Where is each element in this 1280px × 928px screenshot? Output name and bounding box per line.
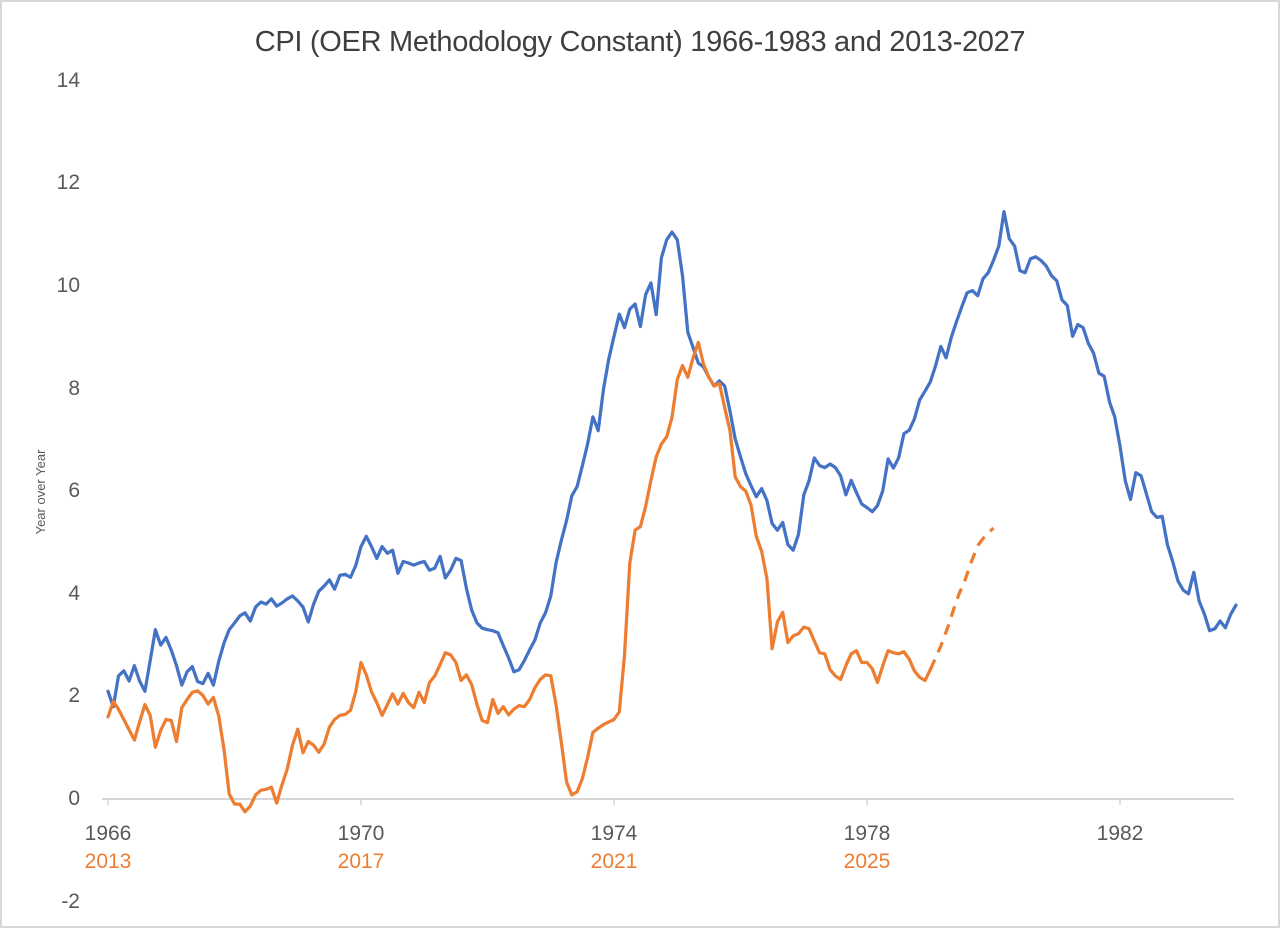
- y-axis-tick-label: -2: [61, 889, 80, 913]
- x-axis-tick-label-primary: 1974: [590, 822, 638, 845]
- y-axis-tick-label: 14: [56, 68, 80, 92]
- x-axis-tick-label-primary: 1970: [337, 822, 385, 845]
- x-axis-ticks: [107, 799, 1121, 805]
- x-axis-tick-label-secondary: 2025: [843, 850, 891, 873]
- y-axis-tick-label: 8: [68, 376, 80, 400]
- series-lines: [106, 209, 1238, 814]
- x-axis-tick-label-secondary: 2021: [590, 850, 638, 873]
- x-axis-tick-label-secondary: 2013: [84, 850, 132, 873]
- y-axis-tick-label: 6: [68, 479, 80, 503]
- series-line-forecast-dashed: [928, 526, 995, 671]
- x-axis-tick-label-secondary: 2017: [337, 850, 385, 873]
- y-axis-tick-label: 12: [56, 171, 80, 195]
- y-axis-tick-label: 2: [68, 684, 80, 708]
- y-axis-tick-label: 0: [68, 787, 80, 810]
- series-line-1966-1983: [106, 209, 1238, 709]
- x-axis-tick-label-primary: 1966: [84, 822, 132, 845]
- y-axis-tick-label: 10: [56, 274, 80, 297]
- chart-title: CPI (OER Methodology Constant) 1966-1983…: [254, 26, 1026, 58]
- series-line-2013-2026: [106, 340, 932, 814]
- x-axis-tick-label-primary: 1982: [1096, 822, 1144, 845]
- y-axis-tick-label: 4: [68, 581, 80, 605]
- x-axis-tick-label-primary: 1978: [843, 822, 891, 845]
